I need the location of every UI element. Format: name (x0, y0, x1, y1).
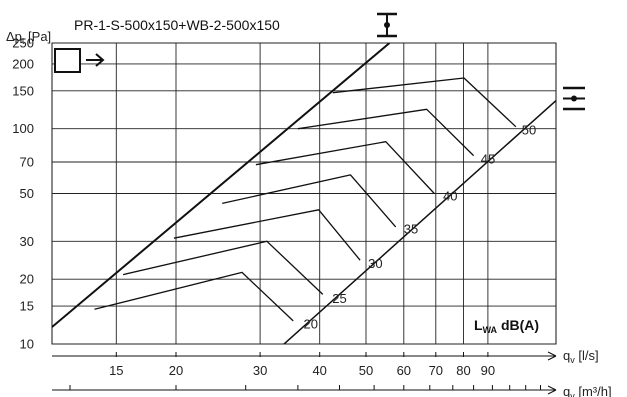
legend-lwa-label: LWA dB(A) (474, 317, 539, 335)
y-tick-label-10: 10 (20, 337, 34, 352)
y-tick-label-200: 200 (12, 56, 34, 71)
noise-curve-label-40: 40 (443, 188, 457, 203)
x-axis-ls-arrow-lower (547, 355, 557, 361)
noise-curve-30 (173, 209, 361, 261)
noise-curve-40 (255, 141, 435, 194)
curve-labels: 20 25 30 35 40 45 50 (304, 123, 537, 332)
y-tick-label-100: 100 (12, 121, 34, 136)
noise-curve-45 (297, 108, 475, 157)
x-tick-label-ls-15: 15 (109, 363, 123, 378)
noise-curve-label-25: 25 (332, 291, 346, 306)
y-tick-label-30: 30 (20, 234, 34, 249)
limit-line (52, 43, 391, 328)
y-tick-label-50: 50 (20, 186, 34, 201)
noise-curve-35 (222, 174, 397, 228)
x-tick-label-ls-70: 70 (429, 363, 443, 378)
chart-title: PR-1-S-500x150+WB-2-500x150 (74, 17, 280, 33)
noise-curve-label-50: 50 (522, 123, 536, 138)
y-tick-label-20: 20 (20, 272, 34, 287)
y-tick-label-150: 150 (12, 83, 34, 98)
noise-curve-25 (122, 240, 324, 295)
x-tick-label-ls-40: 40 (312, 363, 326, 378)
noise-curve-20 (94, 271, 294, 322)
y-tick-labels: 10 15 20 30 50 70 100 150 200 250 (12, 36, 34, 352)
y-axis-label: Δpt [Pa] (6, 29, 51, 46)
noise-curve-label-20: 20 (304, 317, 318, 332)
x-tick-label-ls-50: 50 (359, 363, 373, 378)
damper-closed-symbol-icon (377, 12, 397, 38)
square-outlet-arrow-icon (54, 48, 105, 73)
y-tick-label-250: 250 (12, 36, 34, 51)
x-axis-ls-arrow-upper (547, 351, 557, 357)
x-axis-label-m3h: qv [m³/h] (563, 384, 612, 397)
y-tick-label-70: 70 (20, 155, 34, 170)
noise-curve-label-30: 30 (368, 256, 382, 271)
x-axes: 15 20 30 40 50 60 70 80 90 qv [l/s] qv [m³/h] (52, 348, 612, 397)
grid (51, 42, 557, 345)
x-tick-label-ls-30: 30 (253, 363, 267, 378)
y-tick-label-15: 15 (20, 299, 34, 314)
x-axis-m3h-arrow-upper (547, 385, 557, 391)
noise-curve-label-35: 35 (404, 222, 418, 237)
x-tick-label-ls-90: 90 (481, 363, 495, 378)
x-tick-label-ls-60: 60 (397, 363, 411, 378)
lower-boundary-line (282, 100, 556, 344)
x-tick-label-ls-80: 80 (456, 363, 470, 378)
damper-open-symbol-icon (563, 86, 585, 111)
x-axis-label-ls: qv [l/s] (563, 348, 599, 365)
x-axis-m3h-arrow-lower (547, 389, 557, 395)
noise-curve-label-45: 45 (481, 151, 495, 166)
noise-curve-50 (332, 77, 517, 128)
x-tick-label-ls-20: 20 (169, 363, 183, 378)
plot-area (52, 43, 556, 344)
